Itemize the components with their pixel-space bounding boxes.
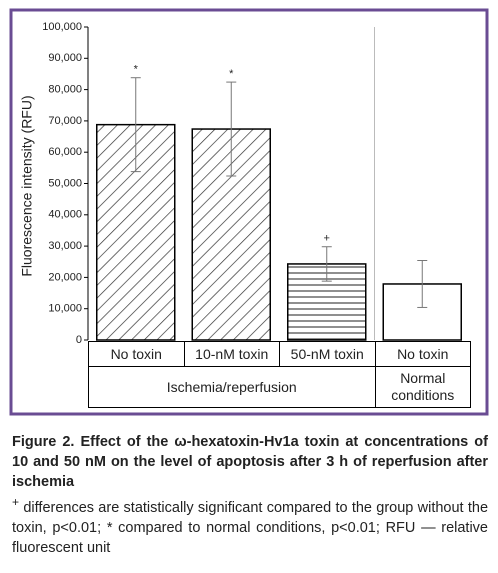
category-label: No toxin [374, 341, 471, 367]
y-tick-label: 30,000 [48, 240, 82, 252]
y-tick-label: 80,000 [48, 84, 82, 96]
category-label: 50-nM toxin [279, 341, 376, 367]
group-label: Ischemia/reperfusion [88, 366, 376, 408]
y-tick-label: 90,000 [48, 52, 82, 64]
category-label: 10-nM toxin [183, 341, 280, 367]
annotation: * [134, 64, 139, 76]
caption-note: differences are statistically significan… [12, 499, 489, 556]
y-tick-label: 40,000 [48, 209, 82, 221]
y-tick-label: 100,000 [42, 21, 82, 33]
y-tick-label: 60,000 [48, 146, 82, 158]
y-tick-label: 20,000 [48, 271, 82, 283]
group-label: Normal conditions [374, 366, 471, 408]
annotation: * [229, 68, 234, 80]
frame [9, 8, 489, 416]
y-tick-label: 50,000 [48, 177, 82, 189]
note-mark: + [12, 495, 20, 509]
y-tick-label: 0 [76, 334, 82, 346]
caption-title: Figure 2. Effect of the ω-hexatoxin-Hv1a… [12, 434, 488, 490]
category-label: No toxin [88, 341, 185, 367]
chart: Fluorescence intensity (RFU) 0 10,000 20,0… [9, 8, 489, 416]
caption: Figure 2. Effect of the ω-hexatoxin-Hv1a… [12, 432, 488, 558]
y-tick-label: 10,000 [48, 303, 82, 315]
y-axis-label: Fluorescence intensity (RFU) [19, 95, 35, 276]
y-tick-label: 70,000 [48, 115, 82, 127]
annotation: + [324, 233, 330, 245]
